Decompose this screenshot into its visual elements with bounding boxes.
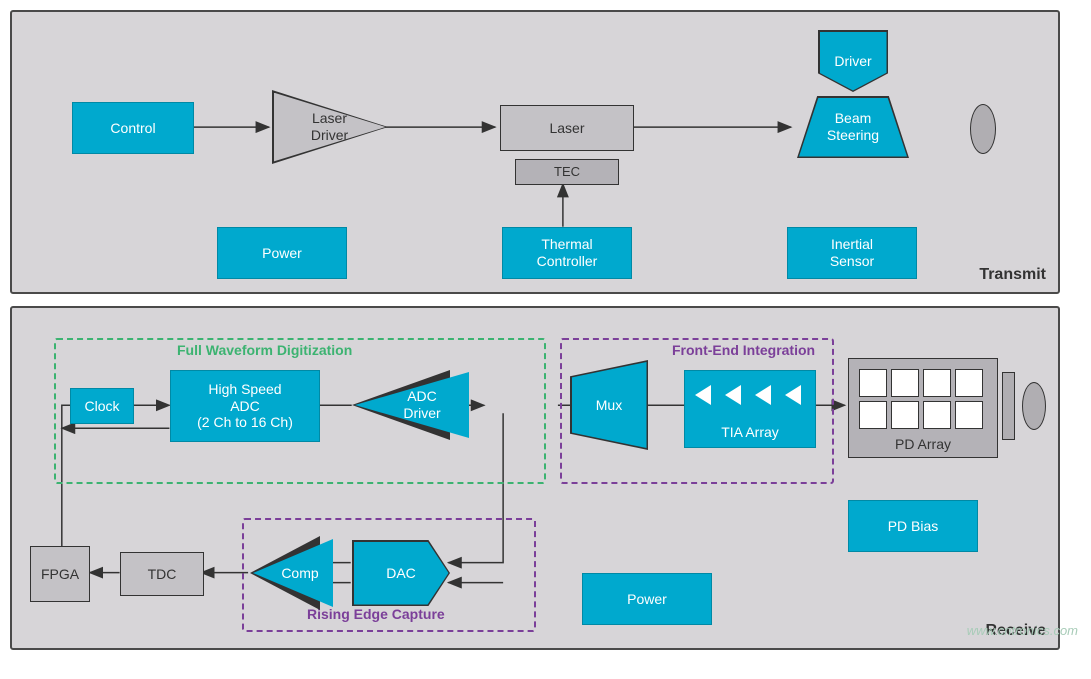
lens-rx	[1022, 382, 1046, 430]
pd-cell	[923, 369, 951, 397]
pd-bias-block: PD Bias	[848, 500, 978, 552]
pd-side-bar	[1002, 372, 1015, 440]
adc-block: High Speed ADC (2 Ch to 16 Ch)	[170, 370, 320, 442]
lens-tx	[970, 104, 996, 154]
front-end-label: Front-End Integration	[672, 342, 815, 358]
laser-block: Laser	[500, 105, 634, 151]
power-tx-block: Power	[217, 227, 347, 279]
power-rx-block: Power	[582, 573, 712, 625]
full-waveform-label: Full Waveform Digitization	[177, 342, 352, 358]
receive-panel: Full Waveform Digitization Front-End Int…	[10, 306, 1060, 650]
pd-cell	[859, 369, 887, 397]
fpga-block: FPGA	[30, 546, 90, 602]
pd-array-block: PD Array	[848, 358, 998, 458]
tia-tri-3	[755, 385, 771, 405]
tdc-block: TDC	[120, 552, 204, 596]
watermark: www.cntronics.com	[967, 623, 1078, 638]
tia-tri-2	[725, 385, 741, 405]
driver-block: Driver	[820, 32, 887, 91]
pd-cell	[891, 401, 919, 429]
thermal-controller-block: Thermal Controller	[502, 227, 632, 279]
control-block: Control	[72, 102, 194, 154]
tia-tri-4	[785, 385, 801, 405]
rising-edge-label: Rising Edge Capture	[307, 606, 445, 622]
pd-cell	[859, 401, 887, 429]
inertial-sensor-block: Inertial Sensor	[787, 227, 917, 279]
pd-cell	[955, 369, 983, 397]
pd-array-label: PD Array	[895, 436, 951, 453]
tia-array-label: TIA Array	[721, 424, 779, 441]
tia-tri-1	[695, 385, 711, 405]
pd-cell	[955, 401, 983, 429]
transmit-label: Transmit	[979, 266, 1046, 284]
pd-cell	[891, 369, 919, 397]
pd-cell	[923, 401, 951, 429]
laser-driver-block: Laser Driver	[274, 93, 386, 162]
tia-array-block: TIA Array	[684, 370, 816, 448]
clock-block: Clock	[70, 388, 134, 424]
transmit-panel: Control Laser Driver Laser TEC Thermal C…	[10, 10, 1060, 294]
tec-block: TEC	[515, 159, 619, 185]
